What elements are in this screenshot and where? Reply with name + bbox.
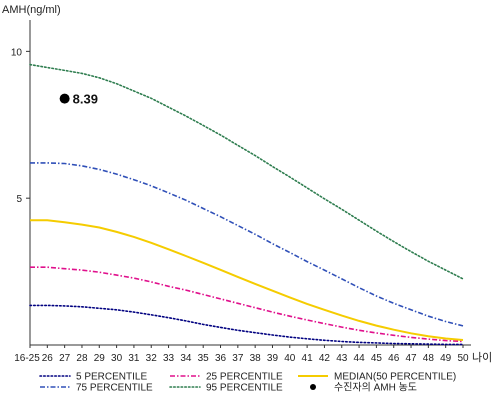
x-tick-label: 40 [284, 353, 296, 364]
x-tick-label: 41 [302, 353, 314, 364]
x-tick-label: 50 [457, 353, 469, 364]
patient-point-layer: 8.39 [59, 92, 98, 107]
legend-label-4: 95 PERCENTILE [206, 383, 283, 394]
legend-label-0: 5 PERCENTILE [76, 372, 147, 383]
legend-label-1: 25 PERCENTILE [206, 372, 283, 383]
x-tick-label: 26 [42, 353, 54, 364]
x-tick-label: 44 [354, 353, 366, 364]
series-line-2 [30, 219, 464, 341]
x-tick-label: 30 [111, 353, 123, 364]
x-tick-label: 36 [215, 353, 227, 364]
series-line-4 [29, 63, 464, 280]
x-tick-label: 27 [59, 353, 71, 364]
x-tick-label: 33 [163, 353, 175, 364]
x-tick-label: 46 [388, 353, 400, 364]
x-axis-label: 나이 [472, 351, 492, 364]
patient-amh-value-label: 8.39 [73, 92, 98, 107]
series-line-0 [29, 304, 464, 346]
legend-label-3: 75 PERCENTILE [76, 383, 153, 394]
chart-legend: 5 PERCENTILE 25 PERCENTILE MEDIAN(50 PERCE… [39, 372, 456, 394]
x-tick-label: 34 [180, 353, 192, 364]
x-tick-label: 16-25 [14, 353, 40, 364]
x-tick-label: 28 [76, 353, 88, 364]
x-tick-label: 47 [405, 353, 417, 364]
y-axis-label: AMH(ng/ml) [2, 4, 61, 16]
series-line-3 [30, 162, 464, 327]
legend-swatch-point [310, 384, 316, 390]
x-tick-label: 45 [371, 353, 383, 364]
patient-amh-point [59, 93, 70, 104]
x-tick-label: 37 [232, 353, 244, 364]
y-tick-label: 5 [16, 194, 22, 205]
x-tick-label: 48 [423, 353, 435, 364]
legend-label-point: 수진자의 AMH 농도 [334, 382, 417, 394]
x-tick-label: 32 [146, 353, 158, 364]
series-lines [29, 63, 464, 346]
x-tick-label: 42 [319, 353, 331, 364]
series-line-1 [30, 266, 464, 343]
x-tick-label: 39 [267, 353, 279, 364]
x-tick-label: 35 [198, 353, 210, 364]
x-tick-label: 49 [440, 353, 452, 364]
x-tick-label: 38 [250, 353, 262, 364]
x-tick-label: 29 [94, 353, 106, 364]
chart-axes: AMH(ng/ml) 5 10 16-25 26 27 28 29 30 31 32 33 34 35 36… [2, 4, 492, 364]
x-tick-label: 43 [336, 353, 348, 364]
y-tick-label: 10 [11, 47, 23, 58]
legend-label-2: MEDIAN(50 PERCENTILE) [334, 372, 456, 383]
x-tick-label: 31 [128, 353, 140, 364]
